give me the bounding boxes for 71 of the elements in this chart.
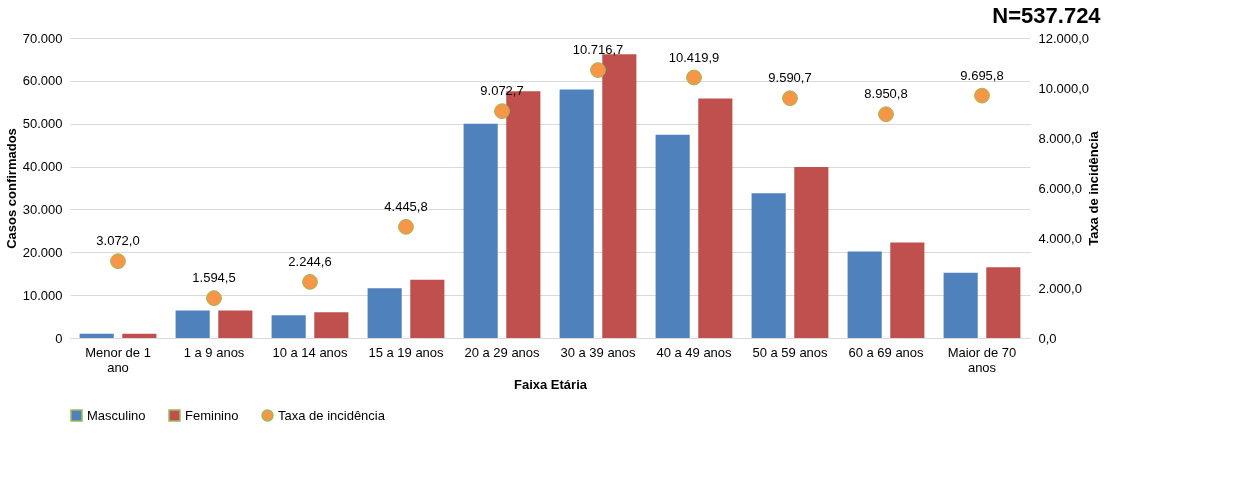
chart-title: N=537.724 xyxy=(992,3,1102,28)
y2-tick-label: 4.000,0 xyxy=(1038,230,1082,246)
data-label: 9.695,8 xyxy=(960,67,1004,83)
y-tick-label: 40.000 xyxy=(22,159,63,175)
x-axis-title: Faixa Etária xyxy=(514,376,588,392)
point xyxy=(974,87,990,104)
bar xyxy=(410,279,445,338)
data-label: 9.590,7 xyxy=(768,70,812,86)
y-tick-label: 0 xyxy=(55,330,63,346)
x-tick-label: 50 a 59 anos xyxy=(752,344,829,360)
bar xyxy=(986,267,1021,338)
y-tick-label: 20.000 xyxy=(22,244,63,260)
y2-tick-label: 12.000,0 xyxy=(1038,30,1090,46)
bar xyxy=(314,312,349,338)
bar xyxy=(655,134,690,338)
y-tick-label: 60.000 xyxy=(22,73,63,89)
x-tick-label: 1 a 9 anos xyxy=(183,344,245,360)
data-label: 10.716,7 xyxy=(572,42,624,58)
x-tick-label: 40 a 49 anos xyxy=(656,344,733,360)
bar xyxy=(367,288,402,338)
bar xyxy=(559,89,594,338)
point xyxy=(494,103,510,120)
y-axis-title: Casos confirmados xyxy=(3,128,19,249)
x-tick-label: 10 a 14 anos xyxy=(272,344,349,360)
point xyxy=(590,62,606,78)
data-label: 3.072,0 xyxy=(96,233,140,249)
x-tick-label: 60 a 69 anos xyxy=(848,344,925,360)
data-label: 4.445,8 xyxy=(384,198,428,214)
bar xyxy=(751,193,786,338)
point xyxy=(302,273,318,290)
bar xyxy=(890,242,925,338)
y-tick-label: 50.000 xyxy=(22,116,63,132)
y2-tick-label: 8.000,0 xyxy=(1038,130,1082,146)
legend-label: Feminino xyxy=(185,407,239,423)
data-label: 10.419,9 xyxy=(668,49,720,65)
bar xyxy=(943,272,978,338)
y-tick-label: 70.000 xyxy=(22,30,63,46)
y2-tick-label: 2.000,0 xyxy=(1038,280,1082,296)
point xyxy=(206,290,222,307)
bar xyxy=(698,98,733,338)
bar xyxy=(463,123,498,338)
bar xyxy=(218,310,253,338)
y2-tick-label: 10.000,0 xyxy=(1038,80,1090,96)
x-tick-label: Menor de 1 ano xyxy=(85,344,151,375)
y-tick-label: 10.000 xyxy=(22,287,63,303)
bar xyxy=(602,54,637,338)
y2-axis-title: Taxa de incidência xyxy=(1086,130,1102,246)
legend-label: Masculino xyxy=(87,407,146,423)
data-label: 9.072,7 xyxy=(480,83,524,99)
data-label: 2.244,6 xyxy=(288,253,332,269)
bar xyxy=(122,333,157,338)
bar xyxy=(794,167,829,338)
y-tick-label: 30.000 xyxy=(22,201,63,217)
x-tick-label: 30 a 39 anos xyxy=(560,344,637,360)
point xyxy=(686,69,702,86)
x-tick-label: 15 a 19 anos xyxy=(368,344,445,360)
point xyxy=(110,253,126,270)
y2-tick-label: 6.000,0 xyxy=(1038,180,1082,196)
bar xyxy=(79,333,114,338)
point xyxy=(782,90,798,107)
x-tick-label: Maior de 70 anos xyxy=(947,344,1017,375)
point xyxy=(878,106,894,123)
data-label: 1.594,5 xyxy=(192,270,236,286)
x-tick-label: 20 a 29 anos xyxy=(464,344,541,360)
y2-tick-label: 0,0 xyxy=(1038,330,1057,346)
legend-label: Taxa de incidência xyxy=(278,407,386,423)
bar xyxy=(271,315,306,338)
data-label: 8.950,8 xyxy=(864,86,908,102)
bar xyxy=(175,310,210,338)
bar xyxy=(847,251,882,338)
point xyxy=(398,218,414,235)
